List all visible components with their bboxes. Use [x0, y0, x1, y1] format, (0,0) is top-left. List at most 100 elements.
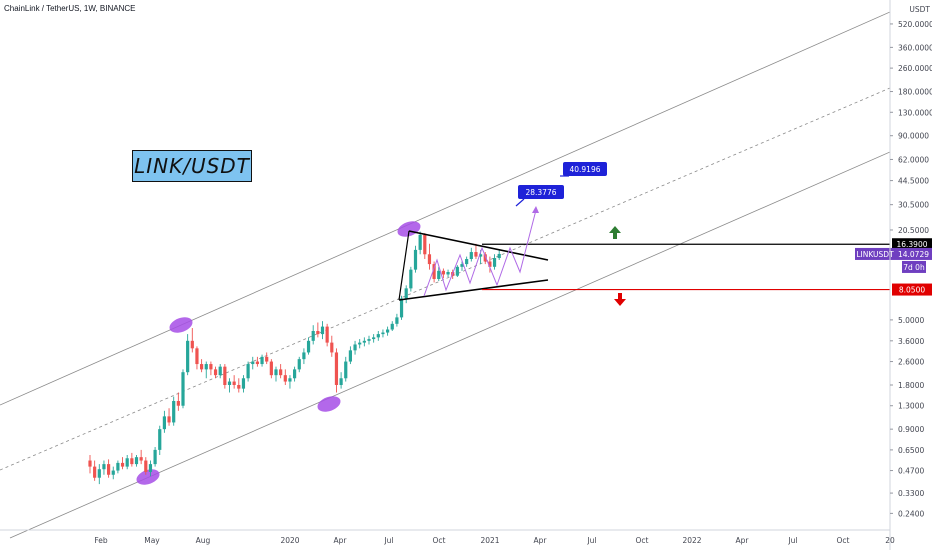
candle-body [465, 259, 469, 265]
y-tick-label: 20.5000 [898, 226, 929, 235]
candle-body [200, 364, 204, 370]
annotation-label: LINK/USDT [134, 154, 250, 178]
candle-body [283, 375, 287, 382]
x-tick-label: Apr [534, 536, 548, 545]
candle-body [279, 369, 283, 376]
candle-body [395, 317, 399, 324]
y-tick-label: 44.5000 [898, 177, 929, 186]
triangle-base-line [398, 230, 410, 301]
candle-body [353, 344, 357, 351]
last-price-tag-bg [895, 247, 932, 260]
x-tick-label: 20 [885, 536, 895, 545]
candle-body [260, 356, 264, 365]
x-tick-label: Aug [196, 536, 211, 545]
candle-body [251, 361, 255, 365]
x-tick-label: Jul [383, 536, 393, 545]
candle-body [311, 330, 315, 341]
candle-body [167, 416, 171, 423]
candle-body [469, 252, 473, 260]
candle-body [367, 339, 371, 341]
projection-path [423, 209, 537, 297]
y-tick-label: 520.0000 [898, 20, 932, 29]
candle-body [492, 258, 497, 267]
y-tick-label: 130.0000 [898, 108, 932, 117]
candle-body [227, 381, 232, 385]
candle-body [334, 352, 339, 385]
candle-body [437, 270, 441, 279]
candle-body [255, 361, 259, 365]
target-label: 28.3776 [525, 188, 556, 197]
resistance-price-tag-bg [892, 238, 932, 251]
candle-body [172, 401, 176, 423]
candle-body [241, 378, 246, 389]
chart-title: ChainLink / TetherUS, 1W, BINANCE [4, 4, 136, 13]
x-tick-label: Oct [636, 536, 649, 545]
y-tick-label: 1.3000 [898, 402, 924, 411]
candle-body [288, 378, 292, 382]
y-tick-label: 90.0000 [898, 132, 929, 141]
candle-body [125, 458, 129, 467]
candle-body [97, 469, 101, 478]
symbol-tag-bg [855, 247, 895, 260]
candle-body [269, 361, 273, 376]
candle-body [404, 288, 408, 299]
target-pointer [515, 198, 525, 207]
y-tick-label: 360.0000 [898, 43, 932, 52]
y-tick-label: 5.0000 [898, 316, 924, 325]
x-tick-label: 2022 [682, 536, 701, 545]
candle-body [390, 323, 394, 330]
y-axis-currency: USDT [909, 5, 930, 14]
x-tick-label: 2020 [280, 536, 299, 545]
x-tick-label: Jul [586, 536, 596, 545]
annotation-label-box: LINK/USDT [132, 150, 252, 182]
candle-body [330, 342, 334, 353]
candle-body [376, 334, 380, 338]
candle-body [409, 269, 413, 289]
bearish-arrow-icon [614, 293, 626, 306]
candle-body [88, 460, 92, 467]
candle-body [176, 401, 180, 406]
candle-body [399, 298, 404, 318]
candle-body [116, 462, 120, 471]
y-tick-label: 0.6500 [898, 446, 924, 455]
candle-body [497, 253, 501, 259]
resistance-price-tag: 16.3900 [896, 240, 927, 249]
target-callout [518, 185, 564, 199]
channel-upper-line [0, 11, 891, 406]
candle-body [316, 330, 320, 335]
last-price-tag: 14.0729 [898, 250, 929, 259]
candle-body [130, 458, 134, 465]
candle-body [339, 378, 343, 385]
y-tick-label: 30.5000 [898, 201, 929, 210]
candle-body [418, 234, 422, 250]
candle-body [302, 352, 306, 360]
candle-body [144, 460, 148, 472]
candle-body [139, 457, 143, 461]
candle-body [325, 326, 329, 343]
candle-body [381, 332, 385, 335]
candle-body [455, 266, 459, 276]
candle-body [204, 364, 208, 370]
projection-arrowhead [532, 206, 539, 213]
highlight-ellipse [317, 396, 341, 412]
candle-body [111, 470, 115, 475]
triangle-lower-line [398, 279, 549, 301]
candle-body [274, 369, 278, 376]
candle-body [265, 356, 269, 362]
candle-body [209, 364, 213, 370]
candle-body [195, 348, 199, 365]
candle-body [102, 464, 106, 470]
candle-body [213, 369, 218, 376]
y-tick-label: 180.0000 [898, 88, 932, 97]
candle-body [474, 252, 478, 257]
candle-body [293, 369, 297, 379]
y-tick-label: 1.8000 [898, 381, 924, 390]
y-tick-label: 3.6000 [898, 337, 924, 346]
candle-body [432, 264, 436, 279]
y-tick-label: 0.4700 [898, 467, 924, 476]
candle-body [479, 254, 483, 257]
highlight-ellipse [136, 469, 160, 485]
x-tick-label: Jul [787, 536, 797, 545]
